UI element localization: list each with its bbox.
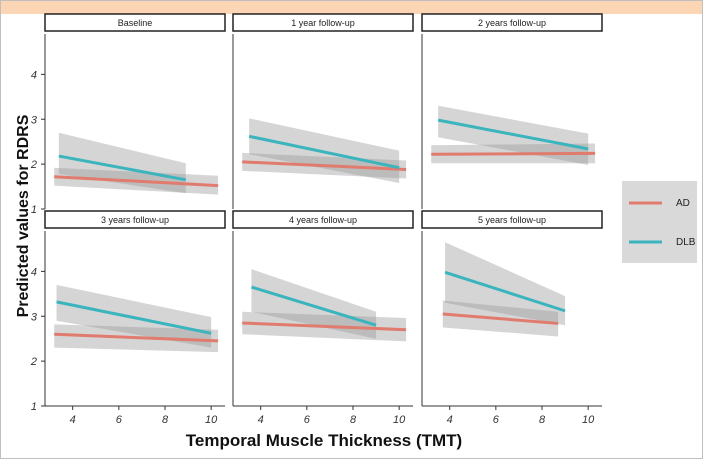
y-axis-title: Predicted values for RDRS xyxy=(15,114,32,317)
x-tick-label: 10 xyxy=(393,414,406,426)
series-line-ad xyxy=(242,160,407,172)
facet-panel: 5 years follow-up 4 6 8 10 xyxy=(421,210,603,426)
x-tick-label: 6 xyxy=(493,414,500,426)
ci-band-dlb xyxy=(445,242,566,326)
facet-title: 3 years follow-up xyxy=(101,215,169,225)
x-tick-label: 4 xyxy=(70,414,76,426)
facet-header xyxy=(421,210,603,229)
x-tick-label: 8 xyxy=(350,414,357,426)
facet-header xyxy=(44,210,226,229)
series-line-ad xyxy=(242,321,407,332)
facet-panel: 3 years follow-up 1 2 3 4 4 6 8 10 xyxy=(30,210,226,426)
series-line-dlb xyxy=(251,285,377,327)
legend-label-ad: AD xyxy=(676,198,690,209)
legend-label-dlb: DLB xyxy=(676,237,696,248)
y-tick-label: 1 xyxy=(31,401,37,413)
y-tick-label: 3 xyxy=(31,114,38,126)
facet-header xyxy=(232,210,414,229)
x-tick-label: 6 xyxy=(116,414,123,426)
facet-title: 4 years follow-up xyxy=(289,215,357,225)
facet-header xyxy=(232,13,414,32)
facet-title: Baseline xyxy=(118,18,153,28)
series-line-ad xyxy=(431,151,596,156)
x-tick-label: 8 xyxy=(162,414,169,426)
series-line-dlb xyxy=(444,270,566,313)
facet-header xyxy=(44,13,226,32)
x-tick-label: 10 xyxy=(582,414,595,426)
facet-panel: Baseline 1 2 3 4 xyxy=(30,13,226,216)
series-line-ad xyxy=(54,332,219,343)
series-line-dlb xyxy=(248,134,400,170)
facet-title: 5 years follow-up xyxy=(478,215,546,225)
facet-title: 2 years follow-up xyxy=(478,18,546,28)
facet-panel: 2 years follow-up xyxy=(421,13,603,209)
y-tick-label: 1 xyxy=(31,204,37,216)
facet-panels: Baseline 1 2 3 4 1 year follow-up 2 years foll… xyxy=(30,13,603,426)
series-line-ad xyxy=(442,312,559,325)
facet-title: 1 year follow-up xyxy=(291,18,355,28)
top-banner-strip xyxy=(0,0,703,14)
series-line-dlb xyxy=(58,154,187,182)
series-line-ad xyxy=(54,175,219,188)
legend: AD DLB xyxy=(622,181,697,263)
y-tick-label: 3 xyxy=(31,311,38,323)
facet-header xyxy=(421,13,603,32)
x-tick-label: 4 xyxy=(258,414,264,426)
series-line-dlb xyxy=(56,300,212,335)
x-tick-label: 6 xyxy=(304,414,311,426)
x-axis-title: Temporal Muscle Thickness (TMT) xyxy=(186,431,462,450)
x-tick-label: 4 xyxy=(447,414,453,426)
x-tick-label: 10 xyxy=(205,414,218,426)
ci-band-dlb xyxy=(251,269,377,339)
x-tick-label: 8 xyxy=(539,414,546,426)
series-line-dlb xyxy=(437,118,589,151)
facet-panel: 4 years follow-up 4 6 8 10 xyxy=(232,210,414,426)
y-tick-label: 2 xyxy=(30,159,37,171)
y-tick-label: 4 xyxy=(31,69,37,81)
facet-panel: 1 year follow-up xyxy=(232,13,414,209)
y-tick-label: 2 xyxy=(30,356,37,368)
y-tick-label: 4 xyxy=(31,266,37,278)
legend-box xyxy=(622,181,697,263)
